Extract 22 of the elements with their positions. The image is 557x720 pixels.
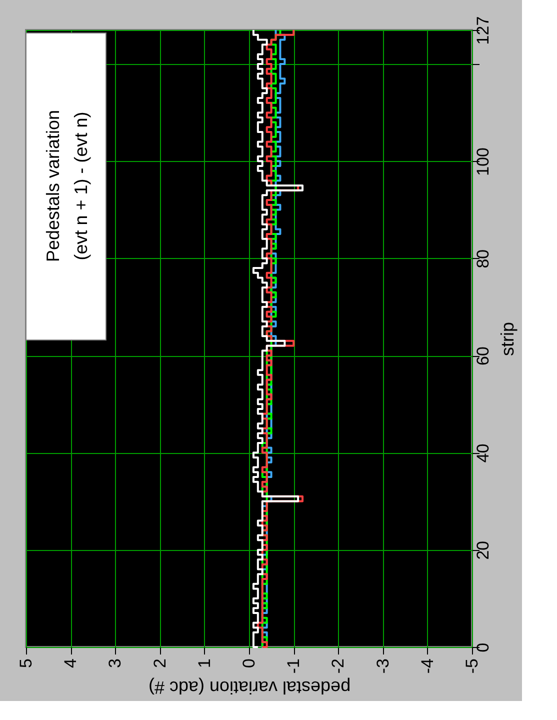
- y-tick-label: 20: [474, 540, 492, 560]
- y-tick-label: 60: [474, 346, 492, 366]
- text: (evt n + 1) - (evt n): [71, 112, 91, 260]
- y-tick-label: 40: [474, 444, 492, 463]
- x-tick-label: -2: [328, 658, 348, 674]
- y-tick-label: 80: [474, 249, 492, 268]
- x-tick-label: 2: [150, 658, 170, 668]
- x-tick-label: -4: [418, 658, 437, 674]
- x-tick-label: 0: [240, 658, 258, 668]
- x-tick-label: -1: [284, 658, 304, 674]
- x-tick-label: -5: [462, 658, 482, 674]
- y-tick-label: 100: [474, 147, 492, 176]
- x-tick-label: 1: [194, 658, 214, 668]
- y-tick-label: 127: [474, 16, 492, 45]
- x-tick-label: 4: [61, 658, 80, 668]
- y-axis-title: strip: [498, 322, 518, 356]
- x-tick-label: -3: [373, 658, 392, 674]
- y-tick-label: 0: [474, 642, 492, 652]
- x-axis-title: pedestal variation (adc #): [148, 678, 351, 698]
- x-tick-label: 3: [106, 658, 125, 668]
- text: Pedestals variation: [43, 110, 63, 262]
- x-tick-label: 5: [16, 658, 36, 668]
